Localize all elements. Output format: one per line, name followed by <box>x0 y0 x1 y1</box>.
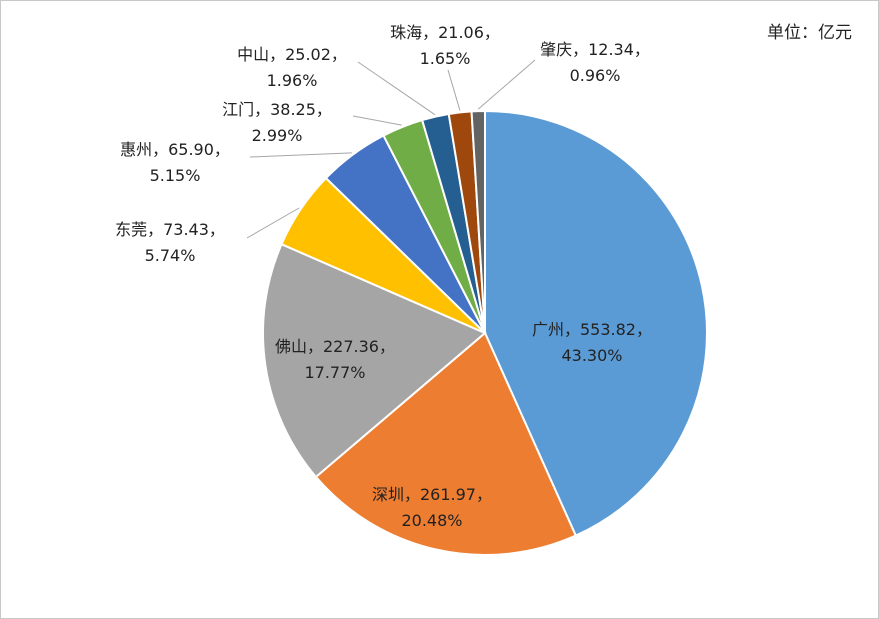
data-label-line2: 20.48% <box>401 511 462 530</box>
unit-label: 单位：亿元 <box>767 23 852 43</box>
data-label-4: 惠州，65.90， 5.15% <box>120 140 230 185</box>
data-label-2: 佛山，227.36， 17.77% <box>275 337 395 382</box>
data-label-5: 江门，38.25， 2.99% <box>222 100 332 145</box>
leader-lines <box>246 59 536 239</box>
pie-slice-1 <box>314 331 578 556</box>
data-label-line1: 中山，25.02， <box>237 45 347 64</box>
data-labels: 广州，553.82， 43.30% 深圳，261.97， 20.48% 佛山，227.3… <box>115 23 652 530</box>
pie-slice-8 <box>470 109 486 334</box>
data-label-line2: 5.15% <box>150 166 201 185</box>
data-label-line1: 东莞，73.43， <box>115 220 225 239</box>
data-label-line2: 43.30% <box>561 346 622 365</box>
data-label-0: 广州，553.82， 43.30% <box>532 320 652 365</box>
data-label-line1: 肇庆，12.34， <box>540 40 650 59</box>
leader-line-8 <box>477 59 536 110</box>
data-label-1: 深圳，261.97， 20.48% <box>372 485 492 530</box>
leader-line-7 <box>447 69 461 111</box>
leader-line-5 <box>352 115 402 126</box>
leader-line-6 <box>357 61 436 116</box>
leader-line-4 <box>249 152 352 158</box>
pie-slice-2 <box>262 242 487 479</box>
data-label-line2: 2.99% <box>252 126 303 145</box>
data-label-line2: 17.77% <box>304 363 365 382</box>
data-label-line1: 珠海，21.06， <box>390 23 500 42</box>
data-label-3: 东莞，73.43， 5.74% <box>115 220 225 265</box>
data-label-line1: 深圳，261.97， <box>372 485 492 504</box>
data-label-6: 中山，25.02， 1.96% <box>237 45 347 90</box>
data-label-line2: 1.65% <box>420 49 471 68</box>
pie-slices <box>262 109 708 556</box>
data-label-line2: 0.96% <box>570 66 621 85</box>
data-label-line1: 江门，38.25， <box>222 100 332 119</box>
data-label-line2: 5.74% <box>145 246 196 265</box>
pie-slice-0 <box>484 109 708 537</box>
data-label-7: 珠海，21.06， 1.65% <box>390 23 500 68</box>
leader-line-3 <box>246 207 300 239</box>
data-label-line1: 广州，553.82， <box>532 320 652 339</box>
data-label-line2: 1.96% <box>267 71 318 90</box>
data-label-8: 肇庆，12.34， 0.96% <box>540 40 650 85</box>
data-label-line1: 惠州，65.90， <box>120 140 230 159</box>
data-label-line1: 佛山，227.36， <box>275 337 395 356</box>
